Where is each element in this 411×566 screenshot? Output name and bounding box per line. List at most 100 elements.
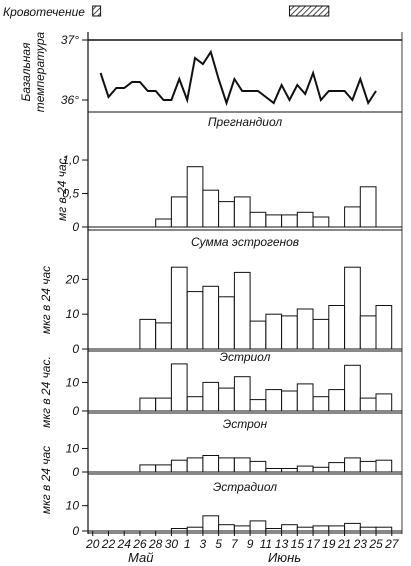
bleeding-periods <box>92 5 330 17</box>
y-tick-label: 0 <box>72 404 79 418</box>
bar <box>170 459 188 473</box>
y-axis-label: температура <box>33 31 47 112</box>
bar <box>328 305 345 350</box>
bar <box>281 214 298 228</box>
panel-title: Эстриол <box>220 350 271 364</box>
bar <box>328 525 345 532</box>
x-tick-label: 23 <box>353 537 368 551</box>
bar <box>281 390 298 412</box>
panel-title: Прегнандиол <box>208 115 283 129</box>
bar <box>375 393 393 412</box>
y-axis-label: мкг в 24 час. <box>39 356 53 428</box>
month-label-june: Июнь <box>268 550 301 565</box>
temperature-line <box>99 49 377 107</box>
y-tick-label: 0,5 <box>62 187 79 201</box>
x-tick-label: 24 <box>117 537 132 551</box>
bar <box>218 296 235 350</box>
bleeding-label: Кровотечение <box>3 5 85 19</box>
bar <box>296 211 314 228</box>
y-tick-label: 10 <box>66 375 80 389</box>
bar <box>202 381 220 412</box>
panel-estradiol: 0 10 Эстрадиол <box>66 480 402 538</box>
bar <box>312 318 330 350</box>
x-tick-label: 19 <box>322 537 336 551</box>
bar <box>344 364 361 412</box>
x-tick-label: 26 <box>132 537 147 551</box>
bar <box>344 522 361 532</box>
x-tick-label: 27 <box>384 537 400 551</box>
bar <box>296 383 314 412</box>
panel-title: Эстрадиол <box>213 480 277 494</box>
bar <box>186 396 204 412</box>
bar <box>265 528 283 532</box>
bar <box>359 186 377 228</box>
x-tick-label: 15 <box>291 537 305 551</box>
bar <box>233 525 251 532</box>
bar <box>202 455 220 473</box>
x-tick-label: 9 <box>247 537 254 551</box>
bar <box>170 363 188 412</box>
bar <box>202 189 220 228</box>
y-tick-label: 0 <box>72 342 79 356</box>
bar <box>281 468 298 473</box>
y-tick-label: 36° <box>61 93 79 107</box>
bar <box>218 524 235 532</box>
bar <box>186 457 204 473</box>
bar <box>312 525 330 532</box>
panel-temperature: 36° 37° Базальная температура <box>19 31 402 113</box>
y-tick-label: 37° <box>61 33 79 47</box>
bar <box>249 399 267 412</box>
bar <box>296 308 314 350</box>
y-axis-label-shared: мкг в 24 час <box>39 446 53 514</box>
bar <box>312 216 330 228</box>
bar <box>312 466 330 473</box>
bar <box>233 457 251 473</box>
bar <box>359 397 377 412</box>
bar <box>186 526 204 532</box>
x-tick-label: 21 <box>337 537 351 551</box>
bar <box>265 468 283 473</box>
bar <box>281 524 298 532</box>
bar <box>218 201 235 228</box>
month-label-may: Май <box>128 550 153 565</box>
bar <box>375 459 393 473</box>
bar <box>375 526 393 532</box>
bleeding-bar <box>288 5 330 17</box>
x-tick-label: 30 <box>165 537 179 551</box>
bar <box>186 166 204 228</box>
y-axis-label: мг в 24 час. <box>55 155 69 221</box>
y-tick-label: 0 <box>72 524 79 538</box>
bar <box>249 460 267 473</box>
panel-pregnanediol: 0 0,5 1,0 Прегнандиол мг в 24 час. <box>55 115 402 234</box>
x-tick-label: 11 <box>260 537 272 551</box>
bar <box>170 196 188 228</box>
chart-panels: 36° 37° Базальная температура 0 0,5 1,0 Прегнан… <box>19 31 403 538</box>
bar <box>202 285 220 350</box>
bar <box>359 460 377 473</box>
x-tick-label: 25 <box>368 537 383 551</box>
bar <box>344 457 361 473</box>
bar <box>155 464 172 473</box>
bar <box>233 376 251 412</box>
bar <box>344 266 361 350</box>
y-tick-label: 0 <box>72 465 79 479</box>
bar <box>155 322 172 350</box>
y-tick-label: 10 <box>66 499 80 513</box>
x-tick-label: 3 <box>200 537 207 551</box>
y-tick-label: 20 <box>65 272 80 286</box>
bar <box>139 397 157 412</box>
x-tick-label: 1 <box>184 537 191 551</box>
x-tick-label: 20 <box>85 537 100 551</box>
bar <box>170 528 188 532</box>
bar <box>281 315 298 350</box>
bar <box>328 389 345 412</box>
bar <box>139 464 157 473</box>
x-tick-label: 5 <box>215 537 222 551</box>
bar <box>155 218 172 228</box>
bar <box>265 214 283 228</box>
y-tick-label: 0 <box>72 220 79 234</box>
bar <box>265 389 283 412</box>
bar <box>170 266 188 350</box>
bar <box>249 520 267 532</box>
